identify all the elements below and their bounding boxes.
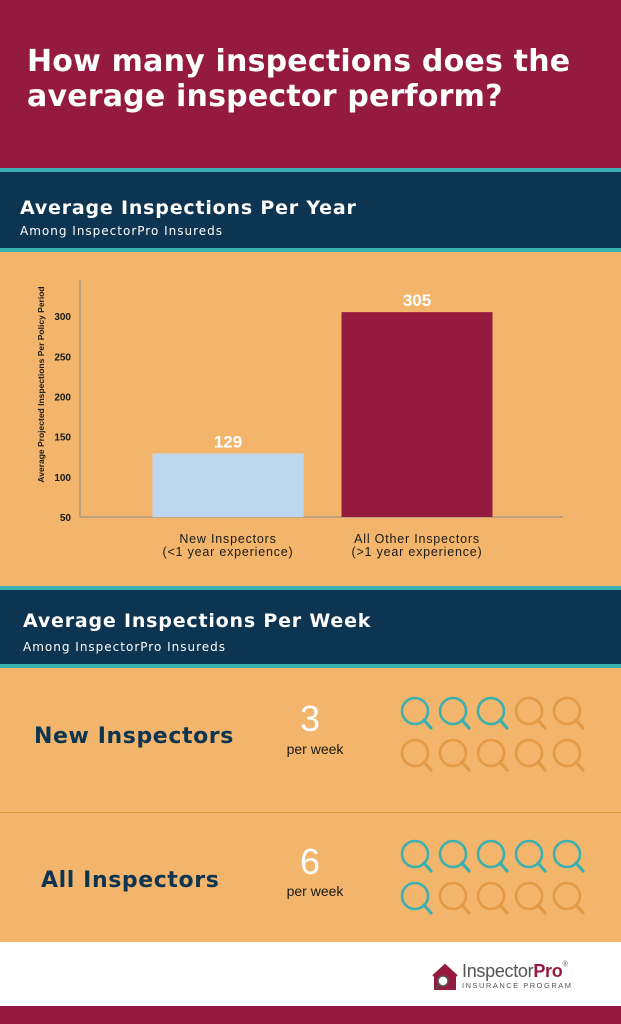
- magnifying-glass-icon: [514, 738, 547, 772]
- row-label: New Inspectors: [34, 724, 234, 749]
- magnifying-glass-icon: [514, 839, 547, 873]
- magnifying-glass-icon: [552, 839, 585, 873]
- magnifier-icon-grid: [400, 839, 585, 915]
- magnifying-glass-icon: [552, 738, 585, 772]
- bottom-bar: [0, 1006, 621, 1024]
- divider: [0, 168, 621, 172]
- magnifying-glass-icon: [438, 696, 471, 730]
- section-title: Average Inspections Per Week: [23, 610, 372, 632]
- y-tick-label: 150: [54, 433, 71, 444]
- section-header-week: Average Inspections Per Week Among Inspe…: [0, 590, 621, 664]
- x-category-label: All Other Inspectors: [354, 532, 480, 546]
- y-tick-label: 200: [54, 392, 71, 403]
- magnifying-glass-icon: [476, 839, 509, 873]
- data-label: 129: [214, 433, 242, 452]
- footer: InspectorPro® INSURANCE PROGRAM: [0, 942, 621, 1006]
- y-tick-label: 100: [54, 473, 71, 484]
- section-subtitle: Among InspectorPro Insureds: [23, 640, 227, 654]
- divider: [0, 248, 621, 252]
- magnifying-glass-icon: [476, 696, 509, 730]
- hero-banner: How many inspections does the average in…: [0, 0, 621, 168]
- x-category-label: (>1 year experience): [352, 545, 483, 559]
- row-unit: per week: [286, 741, 344, 757]
- y-tick-label: 250: [54, 352, 71, 363]
- bar-all-other-inspectors: [341, 312, 493, 517]
- page-title: How many inspections does the average in…: [27, 44, 571, 114]
- section-header-year: Average Inspections Per Year Among Inspe…: [0, 172, 621, 248]
- magnifying-glass-icon: [514, 696, 547, 730]
- row-value: 3: [299, 698, 321, 739]
- data-label: 305: [403, 291, 431, 310]
- magnifying-glass-icon: [476, 738, 509, 772]
- magnifying-glass-icon: [400, 696, 433, 730]
- magnifying-glass-icon: [400, 738, 433, 772]
- bar-new-inspectors: [152, 453, 304, 517]
- magnifying-glass-icon: [400, 839, 433, 873]
- magnifying-glass-icon: [400, 881, 433, 915]
- week-row-new-inspectors: New Inspectors 3 per week: [0, 668, 621, 810]
- bar-chart-container: 50 100 150 200 250 300 Average Projected Inspe…: [0, 252, 621, 586]
- week-row-all-inspectors: All Inspectors 6 per week: [0, 813, 621, 942]
- magnifying-glass-icon: [438, 738, 471, 772]
- magnifying-glass-icon: [552, 696, 585, 730]
- logo-wordmark: InspectorPro®: [462, 961, 568, 981]
- section-title: Average Inspections Per Year: [20, 197, 357, 219]
- magnifying-glass-icon: [514, 881, 547, 915]
- y-tick-label: 300: [54, 312, 71, 323]
- magnifying-glass-icon: [438, 839, 471, 873]
- magnifying-glass-icon: [476, 881, 509, 915]
- x-category-label: New Inspectors: [179, 532, 276, 546]
- section-subtitle: Among InspectorPro Insureds: [20, 224, 224, 238]
- x-category-label: (<1 year experience): [163, 545, 294, 559]
- inspectorpro-logo: InspectorPro® INSURANCE PROGRAM: [432, 960, 592, 994]
- divider: [0, 586, 621, 590]
- y-axis-label: Average Projected Inspections Per Policy…: [36, 286, 46, 482]
- magnifying-glass-icon: [552, 881, 585, 915]
- divider: [0, 664, 621, 668]
- bar-chart: 50 100 150 200 250 300 Average Projected Inspe…: [36, 280, 563, 559]
- row-divider: [0, 812, 621, 813]
- row-label: All Inspectors: [41, 868, 220, 893]
- house-magnifier-icon: [432, 963, 458, 990]
- logo-tagline: INSURANCE PROGRAM: [462, 981, 573, 990]
- row-value: 6: [299, 841, 321, 882]
- magnifying-glass-icon: [438, 881, 471, 915]
- row-unit: per week: [286, 883, 344, 899]
- y-tick-label: 50: [60, 513, 72, 524]
- magnifier-icon-grid: [400, 696, 585, 772]
